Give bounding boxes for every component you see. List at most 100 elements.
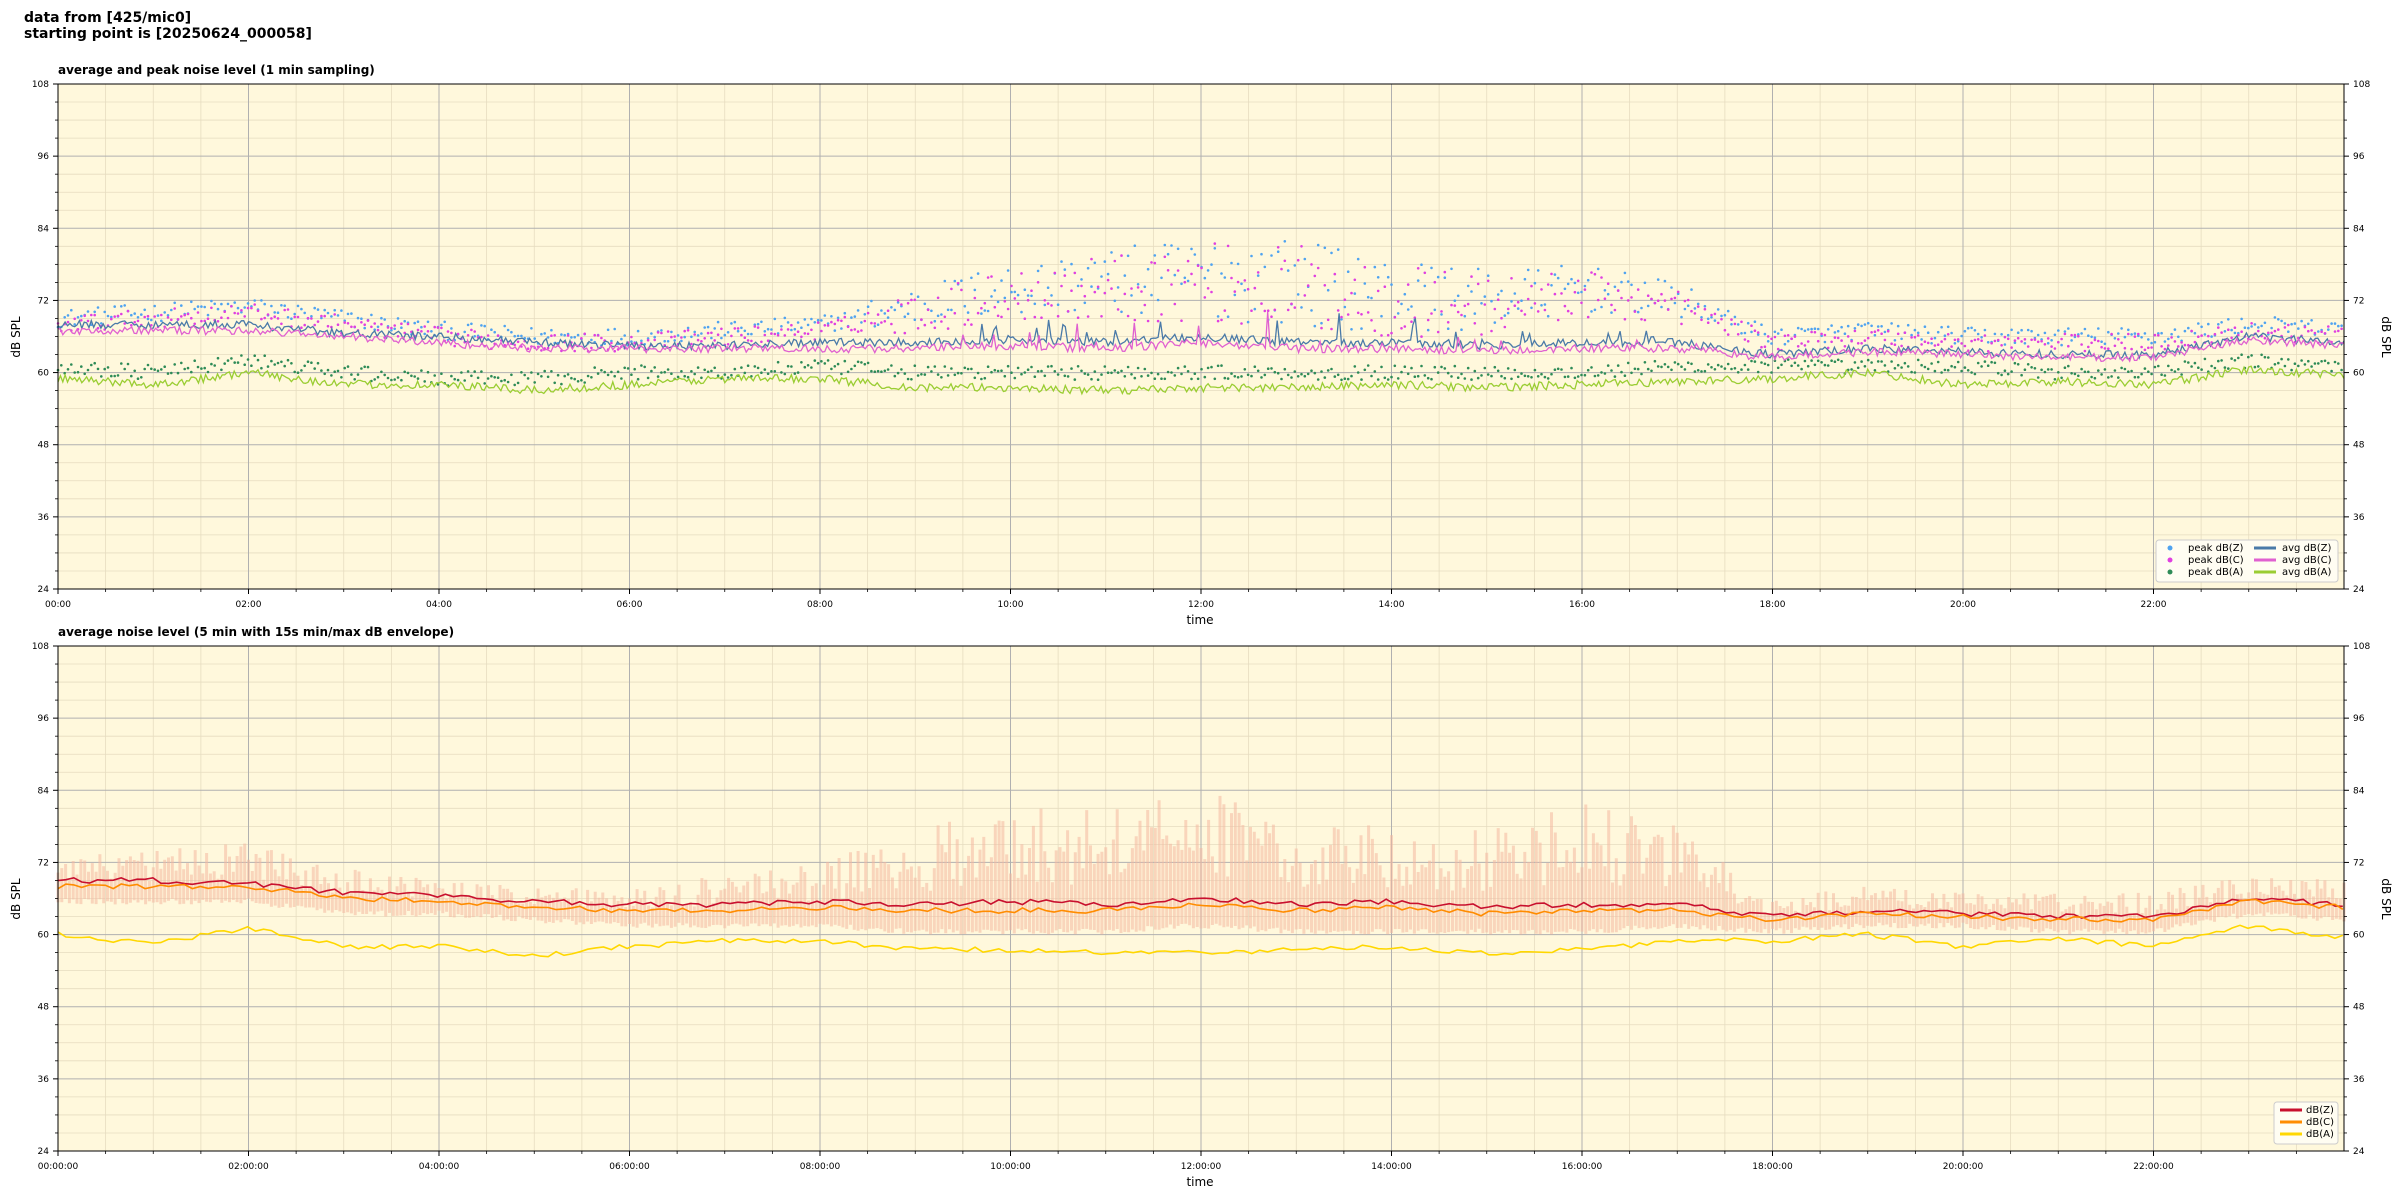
peak-point [746,364,750,368]
peak-point [1643,281,1647,285]
peak-point [1993,332,1997,336]
peak-point [110,317,113,321]
peak-point [1206,287,1210,290]
peak-point [2297,364,2300,368]
peak-point [2103,342,2107,346]
peak-point [396,376,400,379]
peak-point [1003,296,1007,300]
peak-point [1800,327,1803,331]
peak-point [1310,369,1313,373]
peak-point [1856,323,1860,326]
peak-point [230,305,233,308]
peak-point [693,333,696,336]
peak-point [1363,282,1367,285]
peak-point [706,331,710,335]
peak-point [1756,333,1760,336]
peak-point [746,332,750,336]
peak-point [1046,302,1050,305]
peak-point [240,354,243,357]
peak-point [1810,327,1813,331]
peak-point [2157,364,2160,368]
peak-point [823,314,827,317]
x-axis-label: time [1186,1175,1213,1189]
peak-point [1476,267,1480,271]
peak-point [2143,348,2147,352]
peak-point [1063,268,1067,271]
peak-point [1100,373,1103,376]
peak-point [1310,309,1313,312]
peak-point [893,374,897,378]
peak-point [2223,366,2227,369]
peak-point [1173,273,1177,277]
peak-point [1366,364,1370,367]
peak-point [683,329,686,333]
peak-point [1206,269,1210,272]
peak-point [953,373,957,377]
y-tick-label: 96 [38,714,50,724]
peak-point [1473,322,1477,325]
peak-point [450,327,453,330]
peak-point [413,375,417,378]
peak-point [930,321,933,324]
peak-point [2147,338,2150,341]
peak-point [713,339,716,342]
peak-point [1686,304,1690,308]
peak-point [1226,377,1230,380]
peak-point [113,305,116,308]
peak-point [1676,290,1680,294]
peak-point [480,370,483,373]
peak-point [1433,280,1437,284]
peak-point [1783,342,1787,346]
peak-point [2327,325,2330,328]
peak-point [2153,365,2157,369]
peak-point [1193,253,1197,256]
peak-point [70,308,73,312]
peak-point [1290,302,1293,306]
peak-point [2323,332,2327,335]
peak-point [1536,310,1540,313]
peak-point [170,308,173,312]
peak-point [206,317,210,321]
peak-point [1050,364,1053,368]
peak-point [150,367,153,371]
peak-point [1320,326,1323,330]
peak-point [1283,240,1287,243]
peak-point [1380,365,1383,369]
peak-point [1046,365,1050,368]
peak-point [646,376,650,380]
peak-point [126,309,130,313]
peak-point [266,313,270,316]
peak-point [1690,288,1693,291]
peak-point [1573,290,1577,294]
peak-point [976,371,980,375]
peak-point [1043,303,1047,307]
peak-point [820,360,823,363]
peak-point [1776,332,1780,335]
peak-point [323,314,327,318]
peak-point [1396,300,1400,303]
peak-point [1990,341,1993,345]
legend-label: peak dB(C) [2188,555,2244,566]
peak-point [1343,305,1347,309]
peak-point [333,308,337,312]
peak-point [86,310,90,313]
peak-point [153,368,156,371]
peak-point [2067,344,2070,348]
peak-point [376,325,380,329]
peak-point [386,326,390,329]
peak-point [100,322,103,325]
peak-point [793,333,797,336]
peak-point [793,372,797,375]
peak-point [973,288,977,292]
peak-point [573,349,576,353]
peak-point [290,362,293,365]
peak-point [2067,364,2070,368]
peak-point [743,371,747,375]
peak-point [1540,372,1543,376]
peak-point [1553,273,1557,276]
peak-point [426,370,430,374]
peak-point [1070,367,1073,370]
peak-point [560,382,563,386]
y-tick-label: 60 [38,369,50,379]
peak-point [2153,333,2157,337]
